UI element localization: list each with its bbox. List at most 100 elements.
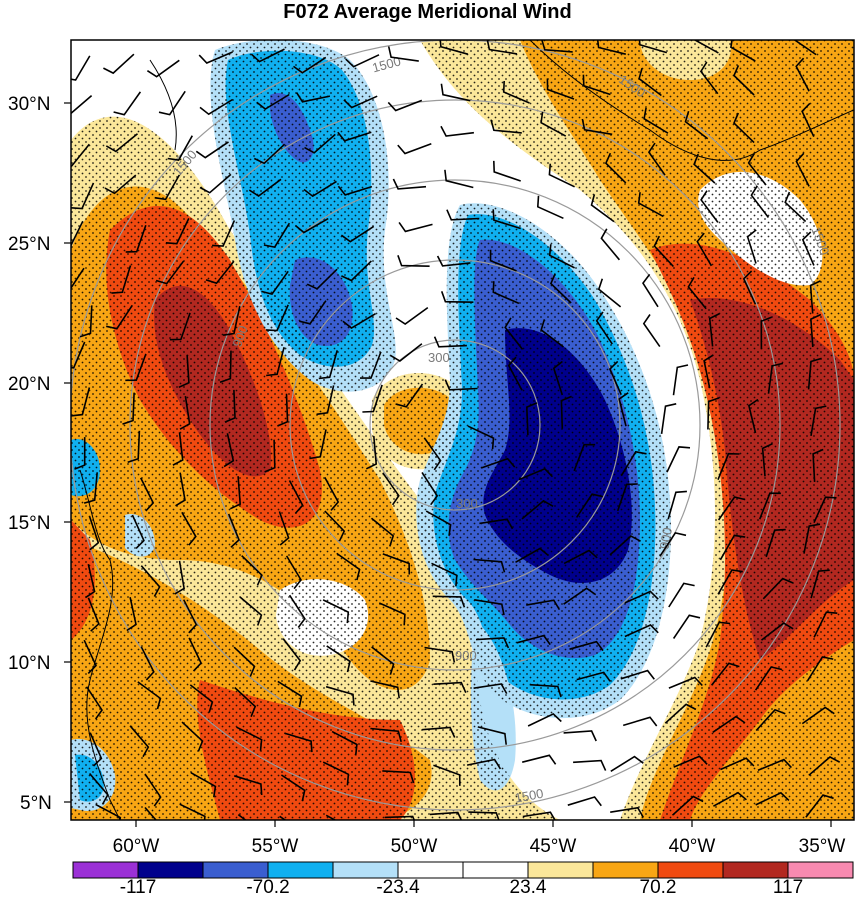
wind-barb bbox=[172, 432, 184, 466]
wind-barb bbox=[642, 273, 659, 308]
wind-barb bbox=[167, 135, 193, 161]
wind-barb bbox=[175, 472, 186, 507]
wind-barb bbox=[282, 638, 302, 671]
wind-barb bbox=[241, 555, 263, 586]
wind-barb bbox=[137, 681, 162, 710]
wind-barb bbox=[195, 141, 229, 159]
wind-barb bbox=[552, 360, 564, 396]
wind-barb bbox=[793, 40, 817, 56]
wind-barb bbox=[79, 305, 93, 338]
wind-barbs bbox=[71, 40, 841, 820]
wind-barb bbox=[668, 582, 695, 608]
wind-barb bbox=[757, 758, 792, 772]
lon-label-50w: 50°W bbox=[391, 836, 438, 857]
wind-barb bbox=[489, 249, 517, 272]
wind-barb bbox=[288, 480, 304, 515]
wind-barb bbox=[761, 442, 773, 477]
wind-barb bbox=[113, 91, 142, 116]
wind-barb bbox=[525, 402, 538, 436]
wind-barb bbox=[158, 90, 186, 116]
wind-barb bbox=[341, 260, 372, 282]
lat-label-25n: 25°N bbox=[8, 234, 50, 255]
wind-barb bbox=[803, 523, 821, 554]
wind-barb bbox=[616, 483, 638, 512]
wind-barb bbox=[486, 40, 518, 55]
wind-barb bbox=[666, 446, 691, 473]
wind-barb bbox=[248, 178, 282, 197]
wind-barb bbox=[205, 260, 235, 285]
wind-barb bbox=[502, 80, 530, 104]
wind-barb bbox=[224, 389, 236, 423]
wind-barb bbox=[390, 343, 423, 362]
wind-barb bbox=[696, 232, 713, 267]
wind-barb bbox=[569, 640, 604, 652]
wind-barb bbox=[256, 93, 290, 110]
wind-barb bbox=[548, 163, 575, 188]
wind-barb bbox=[303, 180, 337, 198]
range-ring-900 bbox=[209, 179, 701, 671]
wind-barb bbox=[604, 152, 627, 184]
range-ring-300 bbox=[369, 339, 541, 511]
wind-barb bbox=[395, 306, 429, 325]
wind-barb bbox=[624, 590, 659, 604]
wind-barb bbox=[801, 102, 815, 138]
wind-barb bbox=[181, 511, 197, 546]
wind-barb bbox=[795, 152, 810, 187]
colorbar-box bbox=[787, 861, 854, 879]
wind-barb bbox=[306, 268, 338, 290]
wind-barb bbox=[560, 395, 572, 429]
wind-barb bbox=[622, 716, 658, 727]
wind-barb bbox=[673, 755, 708, 768]
wind-barb bbox=[432, 595, 466, 608]
wind-barb bbox=[730, 40, 756, 62]
wind-barb bbox=[638, 40, 668, 54]
wind-barb bbox=[188, 637, 203, 672]
wind-barb bbox=[767, 362, 784, 394]
wind-barb bbox=[436, 255, 471, 267]
colorbar-box bbox=[202, 861, 269, 879]
wind-barb bbox=[693, 40, 719, 54]
wind-barb bbox=[88, 515, 100, 551]
wind-barb bbox=[717, 496, 746, 521]
ring-label: 1500 bbox=[371, 53, 403, 75]
wind-barb bbox=[126, 597, 137, 632]
wind-barb bbox=[762, 577, 794, 600]
wind-barb bbox=[642, 314, 661, 348]
wind-barb bbox=[801, 706, 835, 725]
wind-barb bbox=[387, 99, 423, 112]
wind-barb bbox=[71, 94, 93, 115]
lat-label-10n: 10°N bbox=[8, 653, 50, 674]
wind-barb bbox=[365, 436, 378, 470]
wind-barb bbox=[720, 757, 755, 771]
wind-barb bbox=[687, 276, 707, 310]
wind-barb bbox=[473, 558, 506, 573]
wind-barb bbox=[548, 244, 575, 269]
wind-barb bbox=[362, 384, 383, 413]
wind-barb bbox=[280, 774, 306, 802]
lat-label-5n: 5°N bbox=[20, 793, 52, 814]
wind-barb bbox=[473, 683, 508, 694]
wind-barb bbox=[174, 560, 185, 595]
wind-barb bbox=[660, 403, 677, 435]
wind-barb bbox=[444, 169, 474, 189]
wind-barb bbox=[378, 602, 406, 626]
wind-barb bbox=[747, 153, 767, 186]
wind-barb bbox=[563, 730, 597, 742]
wind-barb bbox=[429, 811, 463, 820]
wind-barb bbox=[522, 811, 556, 820]
lon-label-45w: 45°W bbox=[530, 836, 577, 857]
wind-barb bbox=[653, 235, 674, 268]
wind-barb bbox=[439, 40, 469, 55]
wind-barb bbox=[337, 185, 373, 196]
wind-barb bbox=[261, 270, 289, 296]
wind-barb bbox=[668, 676, 703, 689]
wind-barb bbox=[294, 217, 329, 234]
wind-barb bbox=[672, 614, 701, 639]
wind-barb bbox=[684, 110, 709, 140]
wind-barb bbox=[433, 681, 467, 694]
wind-barb bbox=[425, 510, 452, 536]
lon-label-55w: 55°W bbox=[252, 836, 299, 857]
wind-barb bbox=[342, 313, 376, 329]
wind-barb bbox=[285, 555, 302, 590]
wind-barb bbox=[179, 395, 191, 430]
